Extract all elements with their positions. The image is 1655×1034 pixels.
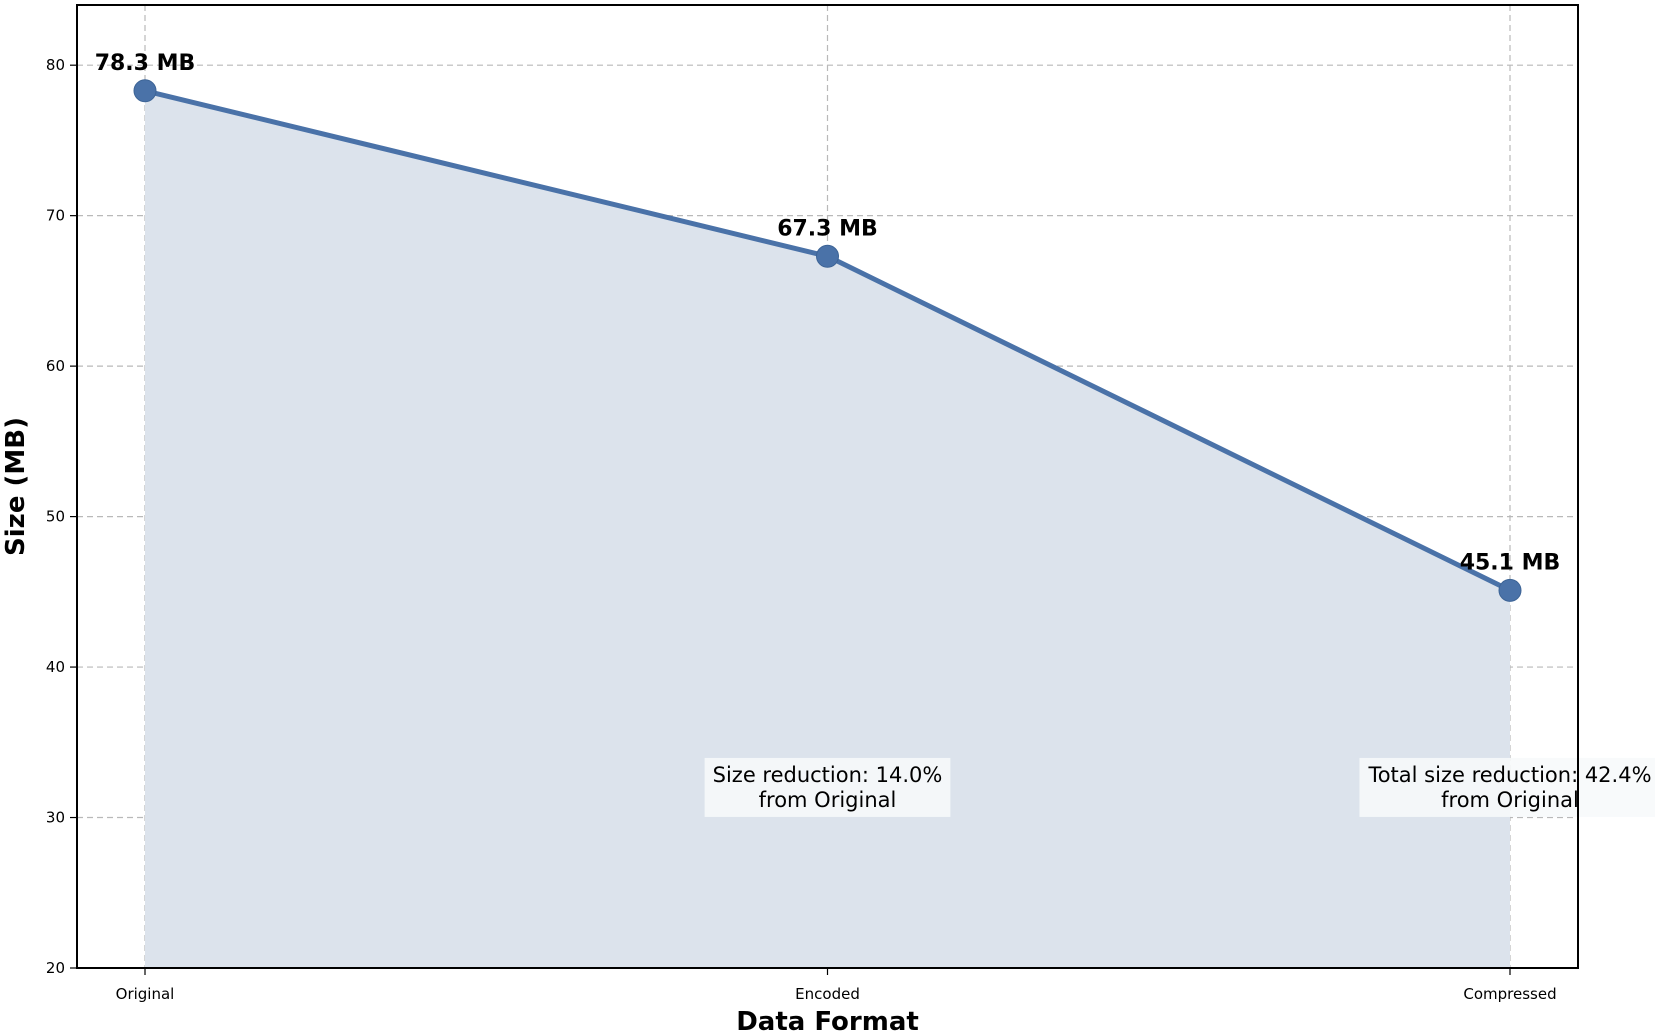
annotation-line: Total size reduction: 42.4% — [1367, 763, 1651, 787]
data-label: 67.3 MB — [777, 216, 878, 241]
y-tick-label: 40 — [46, 658, 65, 676]
data-point — [133, 79, 157, 103]
marker-layer — [133, 79, 1522, 602]
y-tick-label: 50 — [46, 508, 65, 526]
x-axis-title: Data Format — [736, 1007, 919, 1034]
data-point — [816, 244, 839, 268]
annotation-background — [1359, 757, 1655, 817]
annotation-layer: Size reduction: 14.0%from OriginalTotal … — [704, 757, 1655, 817]
annotation-box: Size reduction: 14.0%from Original — [704, 757, 951, 817]
data-point — [1498, 578, 1522, 602]
y-tick-label: 20 — [46, 959, 65, 977]
annotation-line: from Original — [1441, 788, 1579, 812]
annotation-line: Size reduction: 14.0% — [713, 763, 943, 787]
y-tick-label: 60 — [46, 357, 65, 375]
area-fill-layer — [145, 90, 1510, 968]
data-label: 78.3 MB — [95, 51, 196, 76]
y-tick-label: 30 — [46, 809, 65, 827]
x-tick-label: Compressed — [1463, 985, 1556, 1003]
area-fill — [145, 90, 1510, 968]
plot-frame — [76, 4, 1579, 969]
x-tick-label: Original — [116, 985, 175, 1003]
y-tick-label: 70 — [46, 207, 65, 225]
y-tick-label: 80 — [46, 56, 65, 74]
axes: 20 30 40 50 60 70 80 Original Encoded Compressed — [46, 4, 1579, 1003]
annotation-background — [704, 757, 951, 817]
annotation-box: Total size reduction: 42.4%from Original — [1359, 757, 1655, 817]
x-tick-label: Encoded — [795, 985, 860, 1003]
y-axis-title: Size (MB) — [1, 417, 31, 556]
annotation-line: from Original — [759, 788, 897, 812]
data-label: 45.1 MB — [1460, 550, 1561, 575]
data-label-layer: 78.3 MB 67.3 MB 45.1 MB — [95, 51, 1561, 576]
